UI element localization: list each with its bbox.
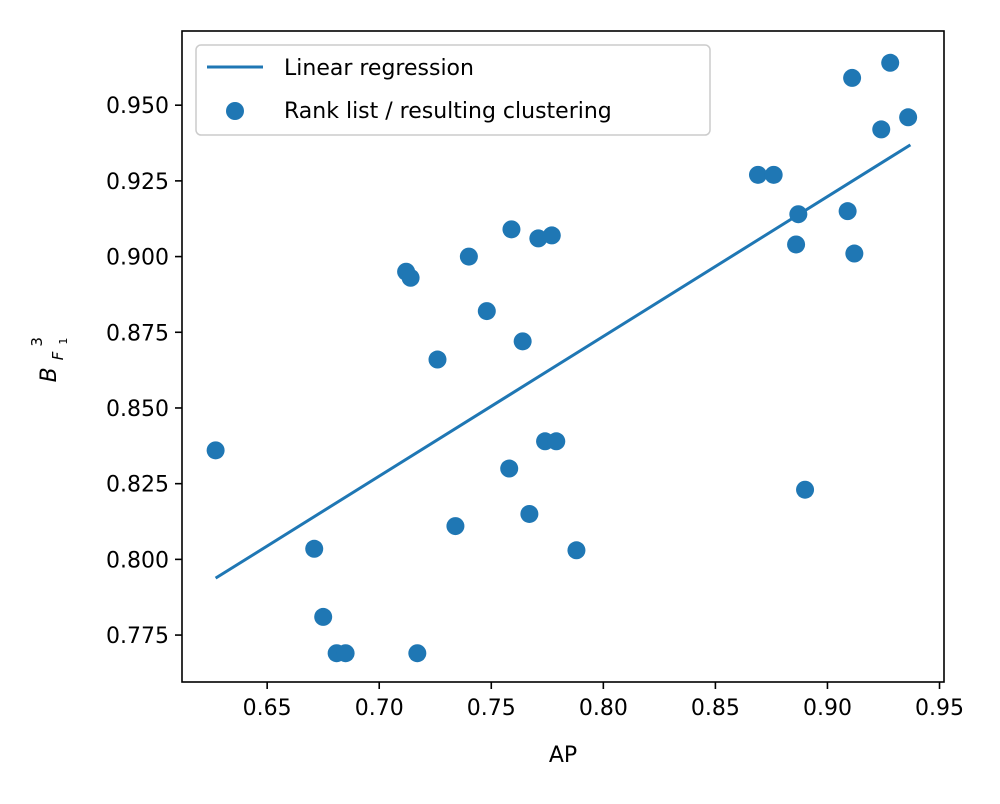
y-axis-label-sup: 3 xyxy=(28,337,46,347)
scatter-point xyxy=(446,517,465,536)
legend-marker-swatch xyxy=(226,102,244,120)
scatter-point xyxy=(789,205,808,224)
ticks-layer: 0.65 0.70 0.75 0.80 0.85 0.90 0.95 0.775 0.800 0.… xyxy=(106,94,964,721)
x-tick-label: 0.80 xyxy=(579,696,628,721)
x-axis-label: AP xyxy=(549,743,577,768)
x-tick-label: 0.75 xyxy=(467,696,516,721)
scatter-point xyxy=(881,53,900,72)
y-axis-label: B F 1 3 xyxy=(28,331,73,383)
y-tick-label: 0.775 xyxy=(106,624,169,649)
y-tick-label: 0.875 xyxy=(106,321,169,346)
scatter-point xyxy=(428,350,447,369)
scatter-point xyxy=(845,244,864,263)
scatter-point xyxy=(872,120,891,139)
scatter-point xyxy=(899,108,918,127)
scatter-point xyxy=(408,644,427,663)
scatter-point xyxy=(502,220,521,239)
scatter-point xyxy=(843,68,862,87)
scatter-point xyxy=(314,607,333,626)
y-tick-label: 0.825 xyxy=(106,473,169,498)
scatter-point xyxy=(796,480,815,499)
x-tick-label: 0.90 xyxy=(803,696,852,721)
scatter-point xyxy=(787,235,806,254)
scatter-point xyxy=(764,165,783,184)
legend: Linear regression Rank list / resulting … xyxy=(195,44,711,136)
x-tick-label: 0.95 xyxy=(915,696,964,721)
scatter-point xyxy=(336,644,355,663)
y-tick-label: 0.925 xyxy=(106,170,169,195)
legend-entry-linear-regression: Linear regression xyxy=(284,56,474,81)
scatter-point xyxy=(401,268,420,287)
x-tick-label: 0.65 xyxy=(243,696,292,721)
scatter-point xyxy=(459,247,478,266)
legend-box xyxy=(195,44,711,136)
scatter-point xyxy=(838,202,857,221)
scatter-point xyxy=(520,504,539,523)
legend-entry-rank-list: Rank list / resulting clustering xyxy=(284,99,612,124)
scatter-point xyxy=(305,539,324,558)
x-tick-label: 0.70 xyxy=(355,696,404,721)
scatter-point xyxy=(206,441,225,460)
plot-layer xyxy=(206,53,918,663)
axes-frame xyxy=(181,30,945,683)
scatter-point xyxy=(567,541,586,560)
y-tick-label: 0.850 xyxy=(106,397,169,422)
scatter-point xyxy=(529,229,548,248)
y-tick-label: 0.950 xyxy=(106,94,169,119)
scatter-point xyxy=(547,432,566,451)
x-tick-label: 0.85 xyxy=(691,696,740,721)
scatter-point xyxy=(477,302,496,321)
y-tick-label: 0.900 xyxy=(106,246,169,271)
y-tick-label: 0.800 xyxy=(106,548,169,573)
y-axis-label-sub: F xyxy=(49,351,67,360)
y-axis-label-subsub: 1 xyxy=(57,338,70,345)
scatter-point xyxy=(748,165,767,184)
scatter-point xyxy=(500,459,519,478)
scatter-point xyxy=(513,332,532,351)
y-axis-label-base: B xyxy=(37,367,62,382)
scatter-point xyxy=(542,226,561,245)
